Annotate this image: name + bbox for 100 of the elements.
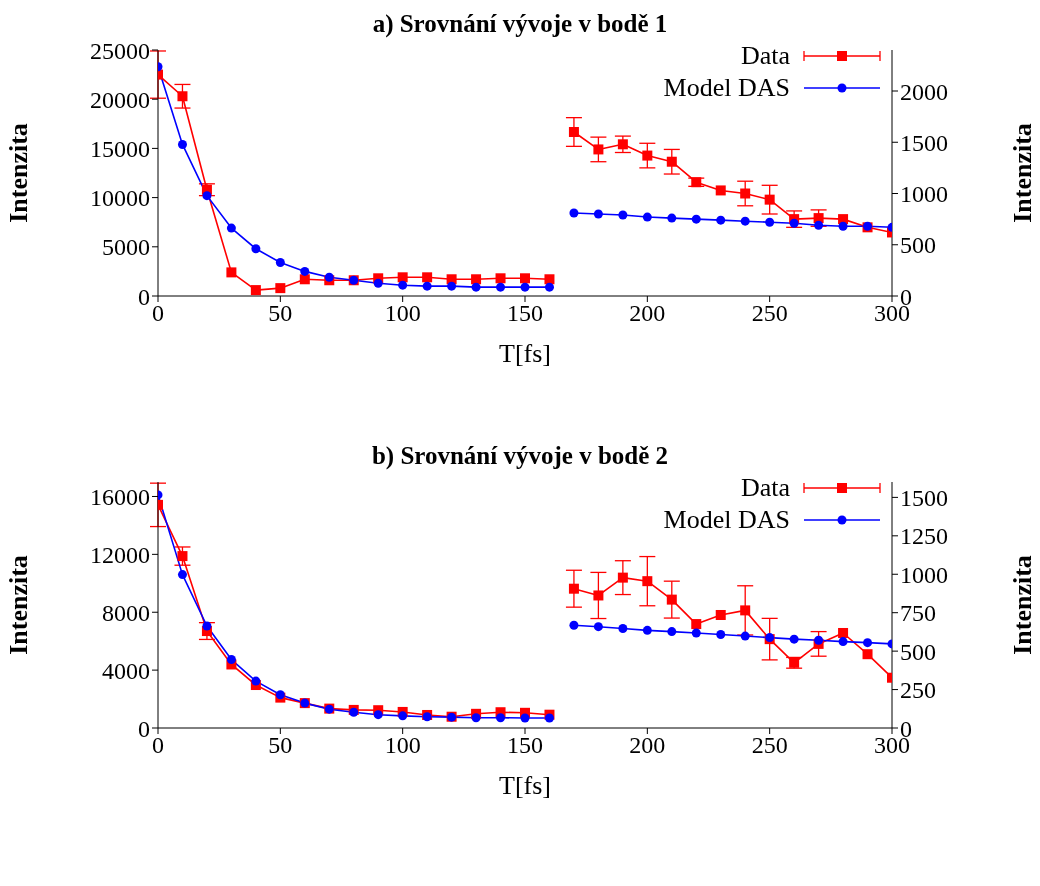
point bbox=[568, 583, 579, 594]
x-tick-label: 50 bbox=[268, 300, 293, 327]
point bbox=[568, 127, 579, 137]
point bbox=[666, 156, 677, 167]
y-tick-label: 4000 bbox=[102, 657, 150, 684]
point bbox=[789, 218, 799, 228]
point bbox=[202, 191, 212, 201]
point bbox=[471, 282, 481, 292]
y2-tick-label: 1500 bbox=[900, 129, 948, 156]
point bbox=[299, 274, 310, 285]
point bbox=[814, 635, 824, 645]
point bbox=[618, 210, 628, 220]
point bbox=[398, 711, 408, 721]
point bbox=[496, 713, 506, 723]
point bbox=[618, 624, 628, 634]
point bbox=[838, 214, 849, 225]
x-tick-label: 100 bbox=[384, 300, 421, 327]
point bbox=[715, 185, 726, 196]
point bbox=[716, 630, 726, 640]
y-tick-label: 12000 bbox=[90, 541, 150, 568]
point bbox=[177, 139, 187, 149]
point bbox=[691, 177, 702, 188]
point bbox=[177, 91, 188, 102]
y2-tick-label: 2000 bbox=[900, 78, 948, 105]
y2-axis-title: Intenzita bbox=[1008, 123, 1038, 223]
point bbox=[716, 215, 726, 225]
point bbox=[447, 281, 457, 291]
point bbox=[226, 267, 237, 278]
point bbox=[275, 283, 286, 294]
point bbox=[764, 194, 775, 205]
y2-tick-label: 500 bbox=[900, 638, 936, 665]
x-tick-label: 100 bbox=[384, 732, 421, 759]
chart-title: b) Srovnání vývoje v bodě 2 bbox=[370, 441, 670, 471]
x-tick-label: 200 bbox=[629, 732, 666, 759]
point bbox=[667, 627, 677, 637]
y2-tick-label: 250 bbox=[900, 677, 936, 704]
point bbox=[593, 590, 604, 601]
y2-tick-label: 1500 bbox=[900, 484, 948, 511]
point bbox=[814, 220, 824, 230]
point bbox=[642, 150, 653, 161]
point bbox=[838, 221, 848, 231]
point bbox=[544, 282, 554, 292]
y-tick-label: 0 bbox=[138, 715, 150, 742]
chart-title: a) Srovnání vývoje v bodě 1 bbox=[372, 10, 668, 37]
y2-tick-label: 1250 bbox=[900, 523, 948, 550]
point bbox=[569, 620, 579, 630]
y-tick-label: 16000 bbox=[90, 483, 150, 510]
point bbox=[397, 272, 408, 283]
point bbox=[373, 710, 383, 720]
point bbox=[838, 627, 849, 638]
y-tick-label: 0 bbox=[138, 283, 150, 310]
point bbox=[324, 272, 334, 282]
point bbox=[740, 188, 751, 199]
x-axis-title: T[fs] bbox=[499, 771, 551, 800]
point bbox=[765, 217, 775, 227]
point bbox=[422, 272, 433, 283]
point bbox=[177, 570, 187, 580]
point bbox=[496, 282, 506, 292]
point bbox=[838, 637, 848, 647]
point bbox=[226, 655, 236, 665]
point bbox=[642, 212, 652, 222]
point bbox=[642, 625, 652, 635]
point bbox=[520, 273, 530, 284]
point bbox=[789, 657, 800, 668]
x-tick-label: 150 bbox=[507, 300, 543, 327]
point bbox=[617, 139, 628, 150]
point bbox=[251, 676, 261, 686]
point bbox=[251, 244, 261, 254]
point bbox=[250, 285, 261, 296]
point bbox=[593, 144, 604, 155]
legend-label: Data bbox=[740, 41, 790, 71]
point bbox=[593, 622, 603, 632]
point bbox=[740, 605, 751, 616]
point bbox=[300, 266, 310, 276]
point bbox=[617, 572, 628, 583]
point bbox=[177, 551, 188, 562]
y-tick-label: 25000 bbox=[90, 37, 150, 64]
y2-tick-label: 1000 bbox=[900, 181, 948, 208]
y2-axis-title: Intenzita bbox=[1008, 555, 1038, 655]
point bbox=[691, 619, 702, 630]
point bbox=[863, 638, 873, 648]
x-axis-title: T[fs] bbox=[499, 339, 551, 368]
point bbox=[691, 628, 701, 638]
point bbox=[471, 713, 481, 723]
point bbox=[544, 274, 555, 285]
point bbox=[495, 273, 506, 284]
point bbox=[275, 258, 285, 268]
y-tick-label: 8000 bbox=[102, 599, 150, 626]
y-tick-label: 20000 bbox=[90, 86, 150, 113]
y-tick-label: 5000 bbox=[102, 234, 150, 261]
point bbox=[667, 213, 677, 223]
x-tick-label: 150 bbox=[507, 732, 543, 759]
point bbox=[642, 576, 653, 587]
point bbox=[569, 208, 579, 218]
point bbox=[862, 649, 873, 660]
point bbox=[593, 209, 603, 219]
y2-tick-label: 1000 bbox=[900, 561, 948, 588]
y-tick-label: 15000 bbox=[90, 135, 150, 162]
point bbox=[520, 713, 530, 723]
x-tick-label: 200 bbox=[629, 300, 666, 327]
